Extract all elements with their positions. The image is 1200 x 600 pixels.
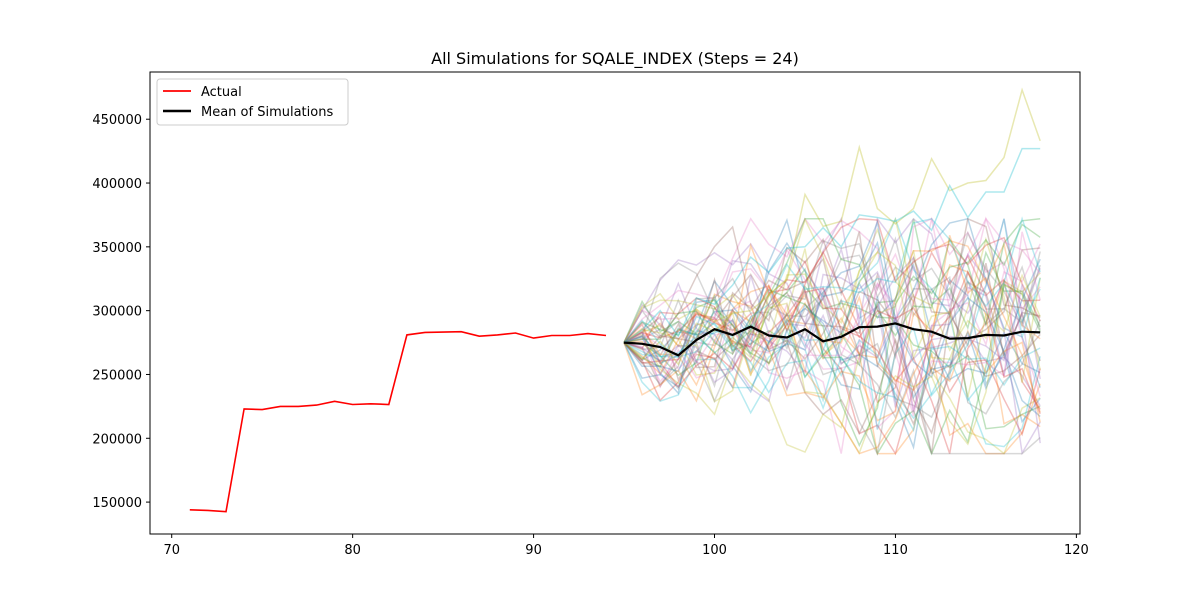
simulation-line — [623, 218, 1041, 348]
simulation-line — [623, 262, 1041, 454]
simulation-line — [623, 288, 1041, 456]
y-tick-label: 400000 — [92, 177, 142, 192]
simulation-line — [623, 262, 1041, 419]
simulation-line — [623, 218, 1041, 379]
x-tick-label: 90 — [525, 543, 542, 558]
legend-box — [156, 78, 349, 126]
simulation-line — [623, 217, 1041, 450]
x-tick-label: 80 — [344, 543, 361, 558]
simulation-line — [623, 217, 1041, 398]
simulation-line — [623, 223, 1041, 448]
y-tick-label: 350000 — [92, 241, 142, 256]
simulation-line — [623, 87, 1041, 366]
simulation-line — [623, 267, 1041, 456]
simulation-line — [623, 219, 1041, 400]
plot-lines — [189, 87, 1041, 513]
x-tick-label: 100 — [702, 543, 727, 558]
x-tick-label: 110 — [883, 543, 908, 558]
simulation-line — [623, 218, 1041, 348]
simulation-line — [623, 216, 1041, 359]
simulation-line — [623, 264, 1041, 428]
simulation-line — [623, 217, 1041, 403]
plot-frame — [149, 71, 1081, 535]
simulation-line — [623, 225, 1041, 426]
simulation-line — [623, 231, 1041, 403]
simulation-line — [623, 216, 1041, 444]
simulation-line — [623, 217, 1041, 454]
simulation-line — [623, 231, 1041, 413]
simulation-line — [623, 216, 1041, 383]
mean-series-line — [623, 322, 1041, 357]
y-tick-label: 150000 — [92, 496, 142, 511]
simulation-line — [623, 217, 1041, 389]
x-tick-label: 70 — [163, 543, 180, 558]
simulation-line — [623, 216, 1041, 417]
simulation-line — [623, 250, 1041, 410]
y-tick-label: 450000 — [92, 113, 142, 128]
simulation-line — [623, 263, 1041, 424]
simulation-line — [623, 277, 1041, 455]
simulation-line — [623, 282, 1041, 420]
x-tick-label: 120 — [1064, 543, 1089, 558]
simulation-line — [623, 259, 1041, 415]
simulation-line — [623, 239, 1041, 376]
chart-title: All Simulations for SQALE_INDEX (Steps =… — [431, 49, 799, 69]
simulation-line — [623, 279, 1041, 454]
simulation-line — [623, 246, 1041, 408]
y-tick-label: 250000 — [92, 368, 142, 383]
simulation-line — [623, 276, 1041, 456]
simulation-line — [623, 216, 1041, 448]
actual-series-line — [189, 330, 607, 513]
simulation-line — [623, 284, 1041, 455]
simulation-line — [623, 283, 1041, 455]
y-tick-label: 300000 — [92, 305, 142, 320]
simulation-line — [623, 236, 1041, 454]
simulation-line — [623, 235, 1041, 455]
simulation-line — [623, 218, 1041, 430]
simulation-line — [623, 240, 1041, 418]
simulation-line — [623, 236, 1041, 391]
y-tick-label: 200000 — [92, 432, 142, 447]
simulation-line — [623, 227, 1041, 455]
simulation-line — [623, 270, 1041, 412]
simulation-line — [623, 147, 1041, 344]
axes: 70 80 90 100 110 120 150000 200000 250000 300000 3… — [92, 71, 1089, 558]
simulation-line — [623, 322, 1041, 433]
legend-label: Mean of Simulations — [201, 105, 333, 120]
legend: Actual Mean of Simulations — [156, 78, 349, 126]
simulation-line — [623, 216, 1041, 456]
simulation-line — [623, 217, 1041, 391]
legend-label: Actual — [201, 85, 242, 100]
simulation-line — [623, 284, 1041, 430]
